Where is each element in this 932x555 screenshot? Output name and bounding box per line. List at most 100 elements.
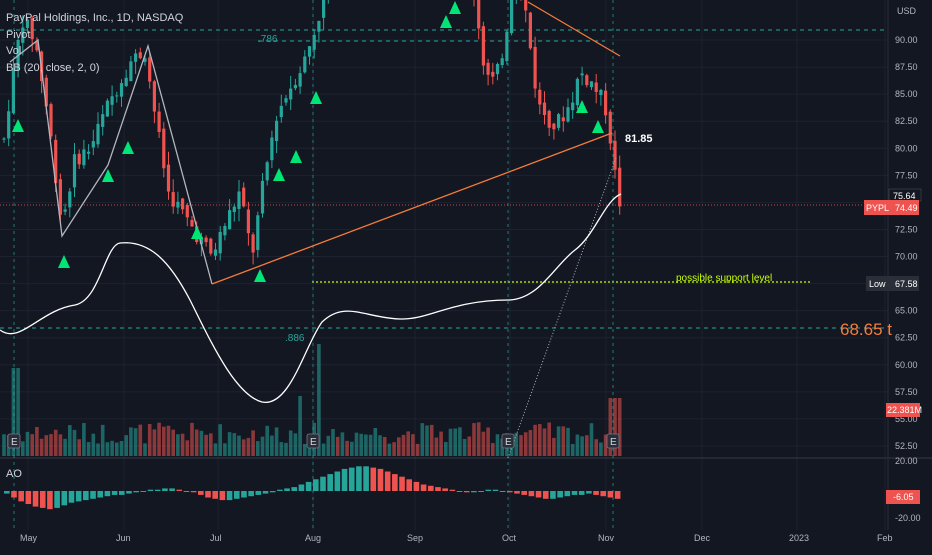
chart-title: PayPal Holdings, Inc., 1D, NASDAQ	[6, 12, 184, 24]
candle-body	[21, 27, 25, 43]
candle-body	[63, 209, 67, 212]
candle-body	[547, 110, 551, 128]
volume-bar	[552, 437, 556, 456]
earnings-marker-label: E	[505, 437, 512, 448]
volume-bars	[2, 344, 622, 456]
candle-body	[500, 58, 504, 66]
candle-body	[232, 206, 236, 213]
volume-bar	[425, 425, 429, 456]
ao-bar	[47, 491, 53, 510]
indicator-pivot-label[interactable]: Pivot	[6, 29, 30, 41]
earnings-marker[interactable]	[606, 433, 620, 449]
candle-body	[256, 215, 260, 250]
pivot-triangle	[310, 91, 322, 104]
candle-body	[246, 209, 250, 234]
volume-bar	[542, 428, 547, 456]
price-8185-label: 81.85	[625, 133, 653, 145]
candle-body	[289, 88, 293, 100]
pivot-triangle	[449, 1, 461, 14]
time-axis[interactable]: May Jun Jul Aug Sep Oct Nov Dec 2023 Feb	[20, 533, 893, 543]
candle-body	[599, 89, 603, 96]
volume-tag-value: 22.381M	[887, 405, 922, 415]
candle-body	[115, 95, 119, 97]
candle-body	[571, 102, 575, 111]
volume-bar	[91, 433, 96, 456]
pivot-triangle	[12, 119, 24, 132]
volume-bar	[486, 427, 490, 456]
ao-bar	[535, 491, 542, 498]
indicator-vol-label[interactable]: Vol	[6, 45, 21, 57]
indicator-bb-label[interactable]: BB (20, close, 2, 0)	[6, 62, 100, 74]
earnings-marker-label: E	[11, 437, 18, 448]
ao-tick-label: 20.00	[895, 456, 918, 466]
pivot-triangle	[58, 255, 70, 268]
volume-bar	[270, 435, 274, 456]
ao-bar	[226, 491, 233, 501]
volume-bar	[453, 428, 457, 456]
volume-bar	[147, 424, 152, 456]
price-tick-label: 70.00	[895, 252, 918, 262]
time-tick-label: Oct	[502, 533, 517, 543]
ao-bar	[248, 491, 254, 497]
ao-bar	[514, 491, 520, 494]
volume-bar	[335, 436, 340, 456]
volume-bar	[528, 429, 533, 456]
axis-currency: USD	[897, 6, 917, 16]
candle-body	[237, 191, 241, 209]
ao-bar	[442, 488, 448, 491]
candle-body	[481, 26, 485, 66]
time-tick-label: May	[20, 533, 38, 543]
volume-bar	[293, 433, 298, 456]
ao-bar	[507, 491, 513, 493]
volume-bar	[538, 424, 542, 456]
volume-bar	[472, 423, 476, 456]
volume-bar	[86, 442, 91, 456]
ao-bar	[413, 481, 420, 491]
level-6865-label: 68.65 t	[840, 320, 892, 339]
candle-body	[58, 179, 62, 215]
volume-bar	[72, 429, 77, 456]
ao-bar	[104, 491, 111, 497]
volume-bar	[458, 427, 462, 456]
volume-bar	[129, 427, 133, 456]
volume-bar	[185, 440, 190, 456]
ao-tag-value: -6.05	[893, 492, 914, 502]
price-tick-label: 62.50	[895, 333, 918, 343]
volume-bar	[138, 424, 143, 456]
ao-bar	[471, 491, 477, 493]
volume-bar	[152, 429, 157, 456]
fib-886-label: .886	[285, 333, 305, 344]
bb-tag-value: 75.64	[893, 191, 916, 201]
volume-bar	[213, 443, 218, 456]
candle-body	[265, 162, 269, 181]
volume-tag	[886, 403, 920, 417]
volume-bar	[321, 443, 326, 456]
volume-bar	[25, 431, 30, 456]
candle-body	[561, 117, 565, 122]
candle-body	[181, 198, 185, 210]
candle-body	[213, 249, 218, 256]
volume-bar	[481, 431, 486, 456]
volume-bar	[378, 435, 382, 456]
pivot-triangle	[440, 15, 452, 28]
ao-bar	[61, 491, 68, 506]
pivot-triangle	[290, 150, 302, 163]
pivot-triangle	[576, 100, 588, 113]
ao-bar	[427, 485, 434, 491]
volume-bar	[162, 426, 166, 456]
volume-bar	[345, 440, 349, 456]
volume-bar	[68, 425, 72, 456]
earnings-marker[interactable]	[306, 433, 320, 449]
earnings-marker[interactable]	[7, 433, 21, 449]
ao-bar	[25, 491, 32, 504]
volume-bar	[491, 443, 495, 456]
ticker-tag	[864, 200, 919, 215]
earnings-marker[interactable]	[501, 433, 515, 449]
price-tick-label: 85.00	[895, 89, 918, 99]
volume-bar	[444, 441, 448, 456]
candle-body	[72, 154, 77, 188]
volume-bar	[392, 442, 396, 456]
ao-bar	[377, 468, 384, 491]
ao-bar	[291, 487, 298, 491]
